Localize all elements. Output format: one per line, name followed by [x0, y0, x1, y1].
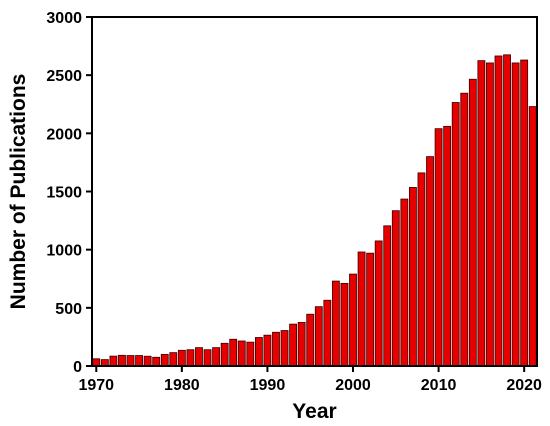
- bar-2018: [503, 54, 511, 367]
- bar-2004: [383, 225, 392, 367]
- bar-1983: [203, 349, 212, 367]
- plot-frame: [91, 16, 538, 367]
- bar-1986: [229, 338, 238, 367]
- bar-1991: [272, 331, 280, 367]
- y-tick-label: 1000: [46, 243, 82, 260]
- bar-1989: [254, 337, 263, 367]
- bar-1995: [306, 313, 315, 367]
- bar-1992: [280, 330, 289, 367]
- bar-2012: [451, 102, 460, 367]
- bar-1984: [212, 347, 221, 367]
- bar-1994: [297, 321, 306, 367]
- bar-2008: [417, 172, 426, 367]
- bar-2007: [408, 187, 417, 367]
- y-axis-ticks: 0 500 1000 1500 2000 2500 3000: [46, 10, 92, 376]
- y-tick-label: 3000: [46, 10, 82, 27]
- bar-2021: [528, 106, 537, 367]
- bar-2005: [391, 210, 400, 367]
- bar-1973: [118, 354, 126, 367]
- bar-2010: [434, 128, 443, 367]
- x-tick-label: 2010: [421, 377, 457, 394]
- x-tick-label: 1970: [78, 377, 114, 394]
- bar-1980: [177, 349, 186, 367]
- bar-1975: [135, 355, 143, 367]
- bar-1999: [340, 282, 349, 367]
- bar-2003: [374, 240, 383, 367]
- bar-1987: [237, 340, 246, 367]
- y-tick-label: 2500: [46, 68, 82, 85]
- bar-1988: [246, 341, 255, 367]
- x-tick-label: 1990: [250, 377, 286, 394]
- bar-1977: [152, 356, 161, 367]
- y-tick-label: 500: [55, 301, 82, 318]
- x-tick-label: 2020: [506, 377, 542, 394]
- bar-1972: [109, 355, 118, 367]
- bar-2014: [468, 78, 477, 367]
- bar-2013: [460, 92, 469, 367]
- bar-1979: [169, 352, 178, 367]
- y-tick-label: 0: [73, 359, 82, 376]
- bars-group: [92, 54, 537, 367]
- bar-1974: [126, 355, 135, 367]
- x-axis-title: Year: [292, 400, 336, 423]
- bar-1990: [263, 334, 272, 367]
- bar-2015: [477, 60, 486, 367]
- bar-1985: [220, 342, 229, 367]
- bar-2001: [357, 251, 366, 367]
- x-tick-label: 2000: [335, 377, 371, 394]
- bar-2000: [349, 273, 357, 367]
- bar-2002: [366, 252, 375, 367]
- bar-1993: [289, 323, 298, 367]
- bar-1981: [186, 349, 195, 367]
- bar-1978: [160, 353, 169, 367]
- bar-1998: [331, 280, 340, 367]
- y-tick-label: 1500: [46, 185, 82, 202]
- bar-2011: [443, 125, 452, 367]
- bar-2020: [520, 59, 529, 367]
- y-axis-title: Number of Publications: [7, 74, 30, 310]
- x-axis-ticks: 1970 1980 1990 2000 2010 2020: [78, 366, 542, 394]
- bar-1982: [195, 347, 203, 367]
- bar-2009: [426, 156, 434, 367]
- bar-1997: [323, 299, 332, 367]
- bar-2019: [511, 62, 520, 367]
- bar-1996: [314, 306, 323, 367]
- bar-1976: [143, 355, 152, 367]
- bar-2017: [494, 55, 503, 367]
- x-tick-label: 1980: [164, 377, 200, 394]
- bar-2006: [400, 198, 409, 367]
- bar-1970: [92, 358, 101, 367]
- y-tick-label: 2000: [46, 126, 82, 143]
- bar-2016: [486, 62, 494, 367]
